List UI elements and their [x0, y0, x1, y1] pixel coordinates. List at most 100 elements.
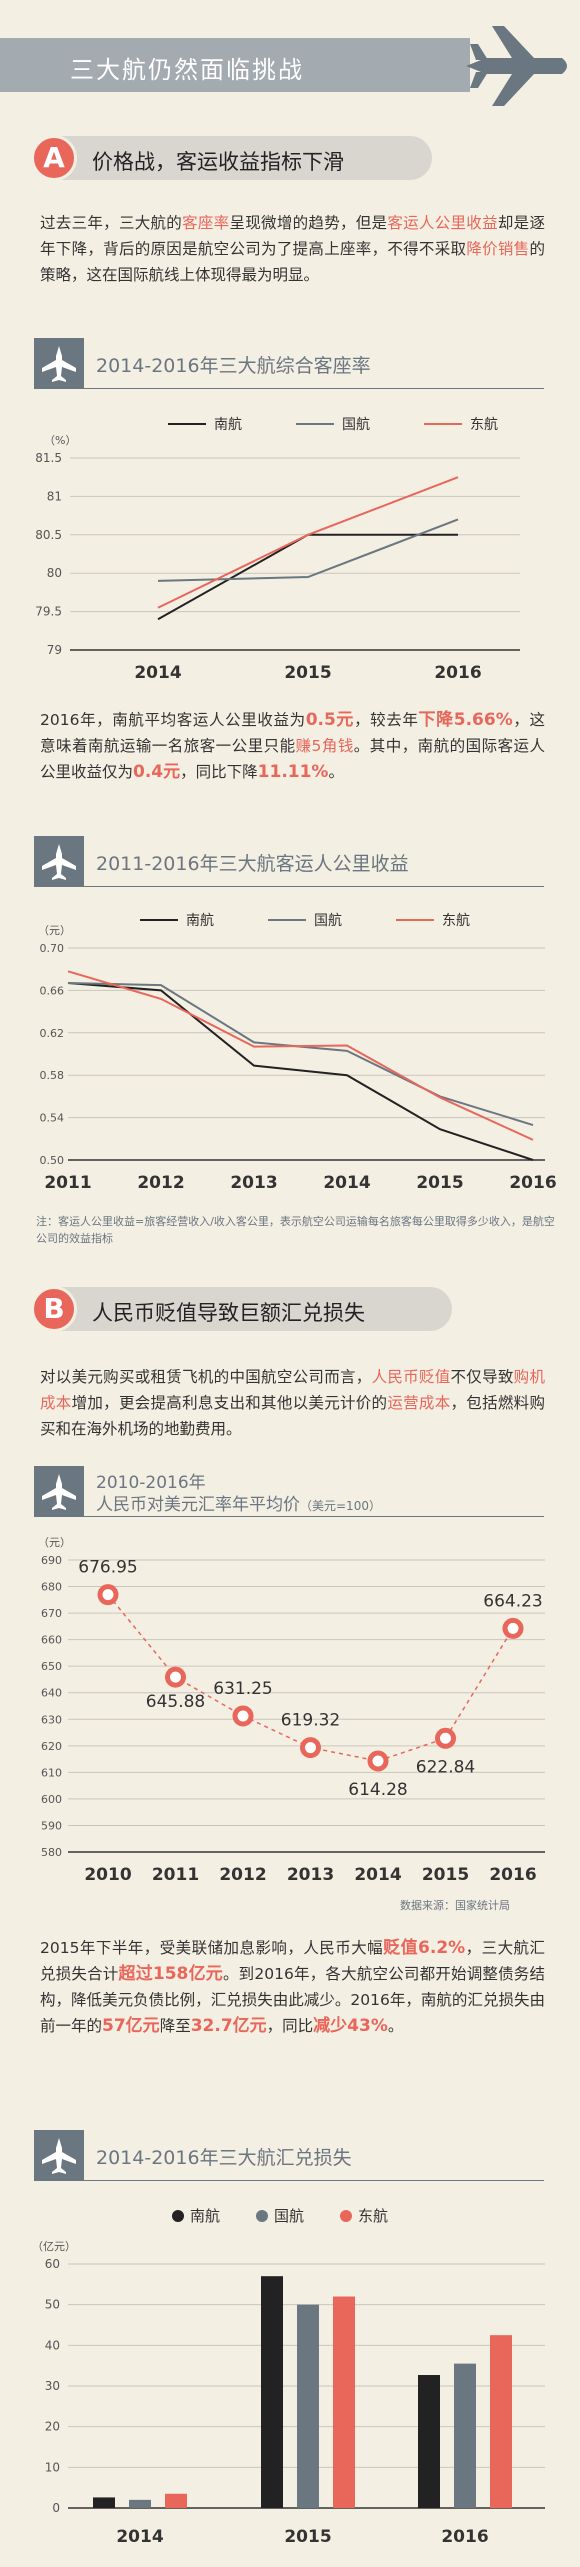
- highlight-text: 11.11%: [257, 762, 329, 782]
- y-tick-label: 690: [41, 1554, 62, 1567]
- body-text: 2015年下半年，受美联储加息影响，人民币大幅: [40, 1939, 384, 1957]
- highlight-text: 购机成本: [40, 1368, 545, 1412]
- y-tick-label: 590: [41, 1819, 62, 1832]
- series-line: [157, 476, 459, 609]
- chart4-svg: （亿元） 0 10 20 30 40 50 60 南航 国航 东航 2014 2015 2016: [32, 2207, 545, 2547]
- bar: [490, 2335, 512, 2508]
- body-text: ，较去年: [354, 711, 419, 729]
- legend-label: 东航: [470, 417, 498, 433]
- x-tick-label: 2015: [422, 1865, 469, 1885]
- legend-swatch: [172, 2210, 184, 2222]
- body-text: ，包括燃料购买和在海外机场的地勤费用。: [40, 1394, 545, 1438]
- y-tick-label: 0.58: [40, 1069, 65, 1082]
- legend-swatch: [340, 2210, 352, 2222]
- y-tick-label: 60: [45, 2257, 60, 2271]
- x-tick-label: 2014: [354, 1865, 401, 1885]
- x-tick-label: 2014: [134, 663, 181, 683]
- section-b-title: 人民币贬值导致巨额汇兑损失: [92, 1301, 365, 1325]
- y-tick-label: 650: [41, 1660, 62, 1673]
- x-tick-label: 2016: [441, 2527, 488, 2547]
- y-tick-label: 640: [41, 1687, 62, 1700]
- y-tick-label: 600: [41, 1793, 62, 1806]
- data-point: [435, 1727, 456, 1749]
- legend-swatch: [256, 2210, 268, 2222]
- airplane-icon: [466, 26, 567, 106]
- x-tick-label: 2014: [323, 1173, 370, 1193]
- chart4-header: 2014-2016年三大航汇兑损失: [34, 2130, 544, 2181]
- highlight-text: 贬值6.2%: [383, 1938, 466, 1958]
- body-text: 却是逐年下降，背后的原因是航空公司为了提高上座率，不得不采取: [40, 214, 545, 258]
- highlight-text: 运营成本: [387, 1394, 451, 1412]
- section-b-header: [32, 1287, 452, 1331]
- y-tick-label: 670: [41, 1607, 62, 1620]
- airplane-icon: [34, 1466, 84, 1516]
- x-tick-label: 2015: [416, 1173, 463, 1193]
- body-text: 降至: [159, 2017, 191, 2035]
- x-tick-label: 2010: [84, 1865, 131, 1885]
- series-line: [157, 518, 459, 582]
- series-line: [67, 981, 534, 1126]
- highlight-text: 客座率: [182, 214, 230, 232]
- section-a-paragraph: 过去三年，三大航的客座率呈现微增的趋势，但是客运人公里收益却是逐年下降，背后的原…: [40, 210, 545, 288]
- y-axis-label: （亿元）: [32, 2240, 76, 2253]
- body-text: 。到2016年，各大航空公司都开始调整债务结构，降低美元负债比例，汇兑损失由此减…: [40, 1965, 545, 2035]
- y-tick-label: 660: [41, 1634, 62, 1647]
- y-tick-label: 81: [47, 489, 62, 503]
- x-tick-label: 2016: [509, 1173, 556, 1193]
- y-tick-label: 0: [52, 2501, 60, 2515]
- data-point: [502, 1617, 524, 1639]
- bar: [261, 2276, 283, 2508]
- x-tick-label: 2016: [489, 1865, 536, 1885]
- y-tick-label: 580: [41, 1846, 62, 1859]
- data-label: 645.88: [146, 1692, 205, 1712]
- section-a-paragraph-2: 2016年，南航平均客运人公里收益为0.5元，较去年下降5.66%，这意味着南航…: [40, 707, 545, 785]
- chart1-title: 2014-2016年三大航综合客座率: [96, 355, 371, 377]
- legend-label: 东航: [358, 2207, 388, 2225]
- y-axis-label: （元）: [38, 924, 71, 937]
- section-a-header: [32, 136, 432, 180]
- y-tick-label: 630: [41, 1713, 62, 1726]
- series-line: [67, 970, 534, 1141]
- y-tick-label: 79.5: [35, 605, 62, 619]
- y-tick-label: 620: [41, 1740, 62, 1753]
- chart2-svg: （元） 0.50 0.54 0.58 0.62 0.66 0.70 2011 2012 2013 2…: [38, 913, 557, 1193]
- data-label: 676.95: [78, 1558, 137, 1578]
- y-tick-label: 0.50: [40, 1154, 65, 1167]
- body-text: ，这意味着南航运输一名旅客一公里只能: [40, 711, 545, 755]
- body-text: 。其中，南航的国际客运人公里收益仅为: [40, 737, 545, 781]
- airplane-icon: [34, 2130, 84, 2180]
- y-tick-label: 40: [45, 2338, 60, 2352]
- chart3-header: 2010-2016年 人民币对美元汇率年平均价（美元=100）: [34, 1466, 544, 1517]
- data-label: 664.23: [483, 1591, 542, 1611]
- y-tick-label: 680: [41, 1581, 62, 1594]
- x-tick-label: 2015: [284, 2527, 331, 2547]
- bar: [418, 2375, 440, 2508]
- section-b-paragraph: 对以美元购买或租赁飞机的中国航空公司而言，人民币贬值不仅导致购机成本增加，更会提…: [40, 1364, 545, 1442]
- chart3-source: 数据来源：国家统计局: [400, 1899, 510, 1912]
- chart3-title: 2010-2016年: [96, 1473, 206, 1493]
- section-b-paragraph-2: 2015年下半年，受美联储加息影响，人民币大幅贬值6.2%，三大航汇兑损失合计超…: [40, 1935, 545, 2039]
- legend-label: 东航: [442, 913, 470, 929]
- y-tick-label: 81.5: [35, 451, 62, 465]
- chart2-header: 2011-2016年三大航客运人公里收益: [34, 836, 544, 887]
- airplane-icon: [34, 836, 84, 886]
- data-label: 631.25: [213, 1679, 272, 1699]
- legend-label: 国航: [314, 913, 342, 929]
- y-tick-label: 80: [47, 566, 62, 580]
- body-text: 对以美元购买或租赁飞机的中国航空公司而言，: [40, 1368, 372, 1386]
- x-tick-label: 2016: [434, 663, 481, 683]
- highlight-text: 赚5角钱: [295, 737, 354, 755]
- bar: [93, 2497, 115, 2508]
- chart2-title: 2011-2016年三大航客运人公里收益: [96, 853, 409, 875]
- body-text: 的策略，这在国际航线上体现得最为明显。: [40, 240, 545, 284]
- y-tick-label: 50: [45, 2298, 60, 2312]
- chart1-svg: （%） 79 79.5 80 80.5 81 81.5 2014 2015 2016 南航 国航 东航: [35, 417, 520, 683]
- y-tick-label: 79: [47, 643, 62, 657]
- bar: [333, 2296, 355, 2508]
- x-tick-label: 2015: [284, 663, 331, 683]
- x-tick-label: 2013: [287, 1865, 334, 1885]
- highlight-text: 32.7亿元: [190, 2016, 267, 2036]
- body-text: 不仅导致: [450, 1368, 514, 1386]
- airplane-icon: [34, 338, 84, 388]
- data-point: [232, 1705, 254, 1727]
